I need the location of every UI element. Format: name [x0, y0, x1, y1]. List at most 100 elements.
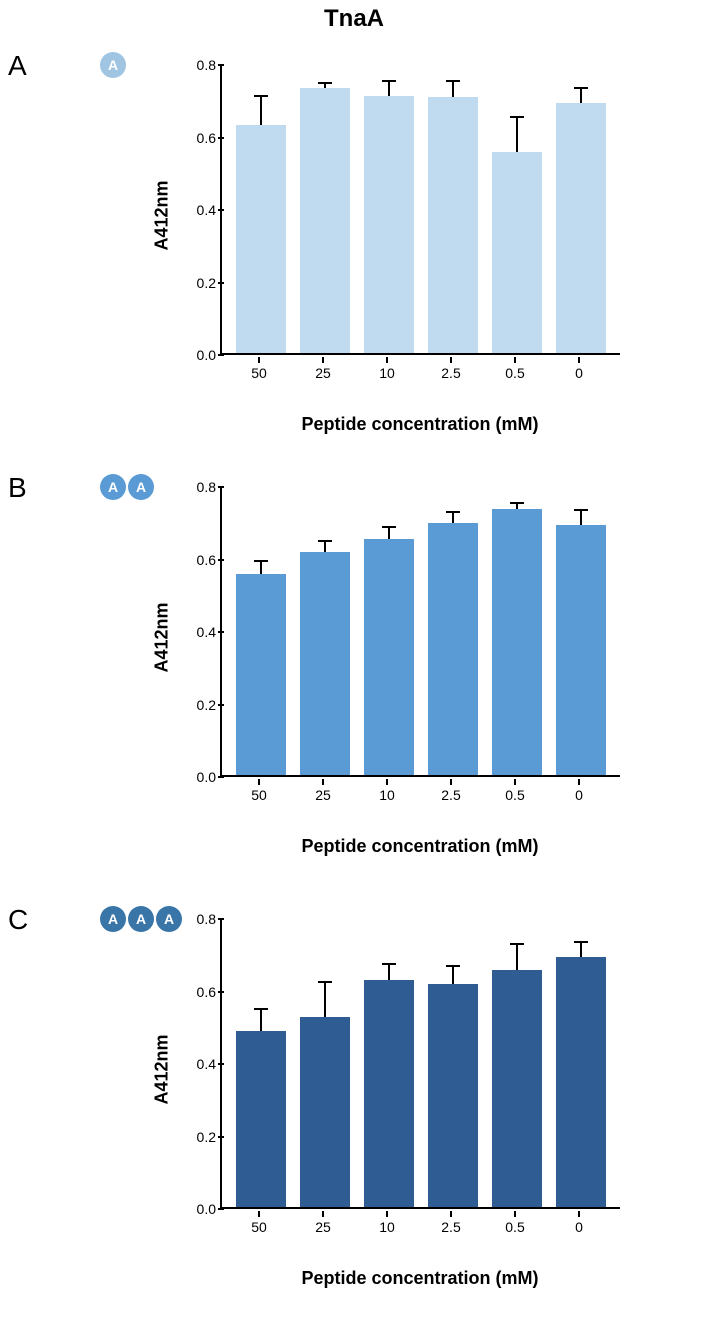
- x-tick-mark: [386, 779, 388, 785]
- panel-B: BAAA412nm0.00.20.40.60.85025102.50.50Pep…: [0, 432, 708, 864]
- chart-area: A412nm0.00.20.40.60.85025102.50.50Peptid…: [180, 909, 640, 1289]
- x-ticks: 5025102.50.50: [220, 779, 620, 809]
- bar: [428, 523, 478, 775]
- x-tick-label: 0: [575, 365, 583, 381]
- x-tick-mark: [578, 779, 580, 785]
- error-cap: [382, 80, 396, 82]
- bar: [492, 970, 542, 1207]
- chart-area: A412nm0.00.20.40.60.85025102.50.50Peptid…: [180, 55, 640, 435]
- error-cap: [574, 509, 588, 511]
- y-ticks: 0.00.20.40.60.8: [180, 65, 216, 355]
- error-cap: [318, 82, 332, 84]
- badge-row: A: [100, 52, 126, 78]
- error-bar: [260, 1009, 262, 1031]
- y-tick-label: 0.2: [180, 1129, 216, 1145]
- x-tick-mark: [258, 779, 260, 785]
- error-bar: [388, 964, 390, 980]
- x-axis-label: Peptide concentration (mM): [220, 1268, 620, 1289]
- x-tick-mark: [258, 357, 260, 363]
- x-tick-label: 25: [315, 1219, 331, 1235]
- y-tick-label: 0.8: [180, 911, 216, 927]
- error-bar: [388, 81, 390, 96]
- x-tick-label: 50: [251, 365, 267, 381]
- x-tick-label: 50: [251, 1219, 267, 1235]
- badge-icon: A: [128, 906, 154, 932]
- y-axis-label: A412nm: [152, 180, 173, 250]
- x-ticks: 5025102.50.50: [220, 1211, 620, 1241]
- error-bar: [388, 527, 390, 540]
- x-tick-mark: [514, 1211, 516, 1217]
- x-tick-label: 10: [379, 1219, 395, 1235]
- error-cap: [318, 540, 332, 542]
- bars-group: [222, 65, 620, 353]
- bar: [300, 88, 350, 353]
- x-tick-mark: [578, 1211, 580, 1217]
- error-cap: [574, 87, 588, 89]
- y-ticks: 0.00.20.40.60.8: [180, 919, 216, 1209]
- x-tick-label: 2.5: [441, 1219, 460, 1235]
- y-tick-label: 0.6: [180, 552, 216, 568]
- bar: [236, 125, 286, 353]
- panel-label: C: [8, 904, 28, 936]
- y-tick-label: 0.0: [180, 1201, 216, 1217]
- badge-icon: A: [100, 52, 126, 78]
- x-axis-label: Peptide concentration (mM): [220, 836, 620, 857]
- error-cap: [254, 560, 268, 562]
- plot-area: [220, 65, 620, 355]
- bar: [556, 525, 606, 775]
- bar: [236, 574, 286, 775]
- error-bar: [452, 966, 454, 984]
- x-tick-label: 2.5: [441, 787, 460, 803]
- y-tick-label: 0.0: [180, 347, 216, 363]
- bar: [556, 957, 606, 1207]
- x-tick-mark: [386, 357, 388, 363]
- y-ticks: 0.00.20.40.60.8: [180, 487, 216, 777]
- bar: [300, 552, 350, 775]
- error-bar: [516, 944, 518, 969]
- x-tick-mark: [258, 1211, 260, 1217]
- error-bar: [516, 117, 518, 151]
- error-bar: [452, 81, 454, 97]
- badge-row: AA: [100, 474, 154, 500]
- bar: [492, 152, 542, 353]
- bar: [364, 96, 414, 353]
- bar: [556, 103, 606, 353]
- chart-area: A412nm0.00.20.40.60.85025102.50.50Peptid…: [180, 477, 640, 857]
- badge-icon: A: [100, 906, 126, 932]
- y-tick-label: 0.6: [180, 984, 216, 1000]
- bar: [364, 980, 414, 1207]
- x-tick-mark: [322, 357, 324, 363]
- panel-label: A: [8, 50, 27, 82]
- x-tick-label: 10: [379, 365, 395, 381]
- x-tick-mark: [450, 779, 452, 785]
- x-tick-mark: [514, 357, 516, 363]
- x-tick-mark: [514, 779, 516, 785]
- error-bar: [260, 96, 262, 125]
- x-tick-label: 0: [575, 1219, 583, 1235]
- y-tick-label: 0.4: [180, 1056, 216, 1072]
- y-tick-label: 0.8: [180, 479, 216, 495]
- x-tick-label: 0: [575, 787, 583, 803]
- x-tick-label: 25: [315, 787, 331, 803]
- bar: [492, 509, 542, 775]
- badge-icon: A: [128, 474, 154, 500]
- x-tick-mark: [450, 357, 452, 363]
- error-bar: [260, 561, 262, 574]
- error-cap: [446, 80, 460, 82]
- bars-group: [222, 919, 620, 1207]
- bar: [364, 539, 414, 775]
- error-cap: [382, 526, 396, 528]
- x-tick-mark: [322, 1211, 324, 1217]
- error-cap: [254, 95, 268, 97]
- error-bar: [580, 88, 582, 103]
- y-tick-label: 0.4: [180, 624, 216, 640]
- badge-row: AAA: [100, 906, 182, 932]
- error-cap: [382, 963, 396, 965]
- x-tick-mark: [322, 779, 324, 785]
- y-tick-label: 0.2: [180, 697, 216, 713]
- error-cap: [510, 943, 524, 945]
- x-tick-mark: [386, 1211, 388, 1217]
- x-tick-label: 0.5: [505, 787, 524, 803]
- plot-area: [220, 919, 620, 1209]
- y-axis-label: A412nm: [152, 1034, 173, 1104]
